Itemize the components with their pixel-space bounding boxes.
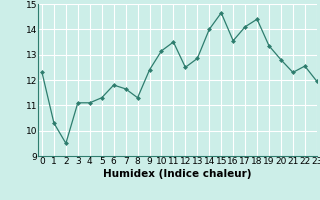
X-axis label: Humidex (Indice chaleur): Humidex (Indice chaleur) bbox=[103, 169, 252, 179]
